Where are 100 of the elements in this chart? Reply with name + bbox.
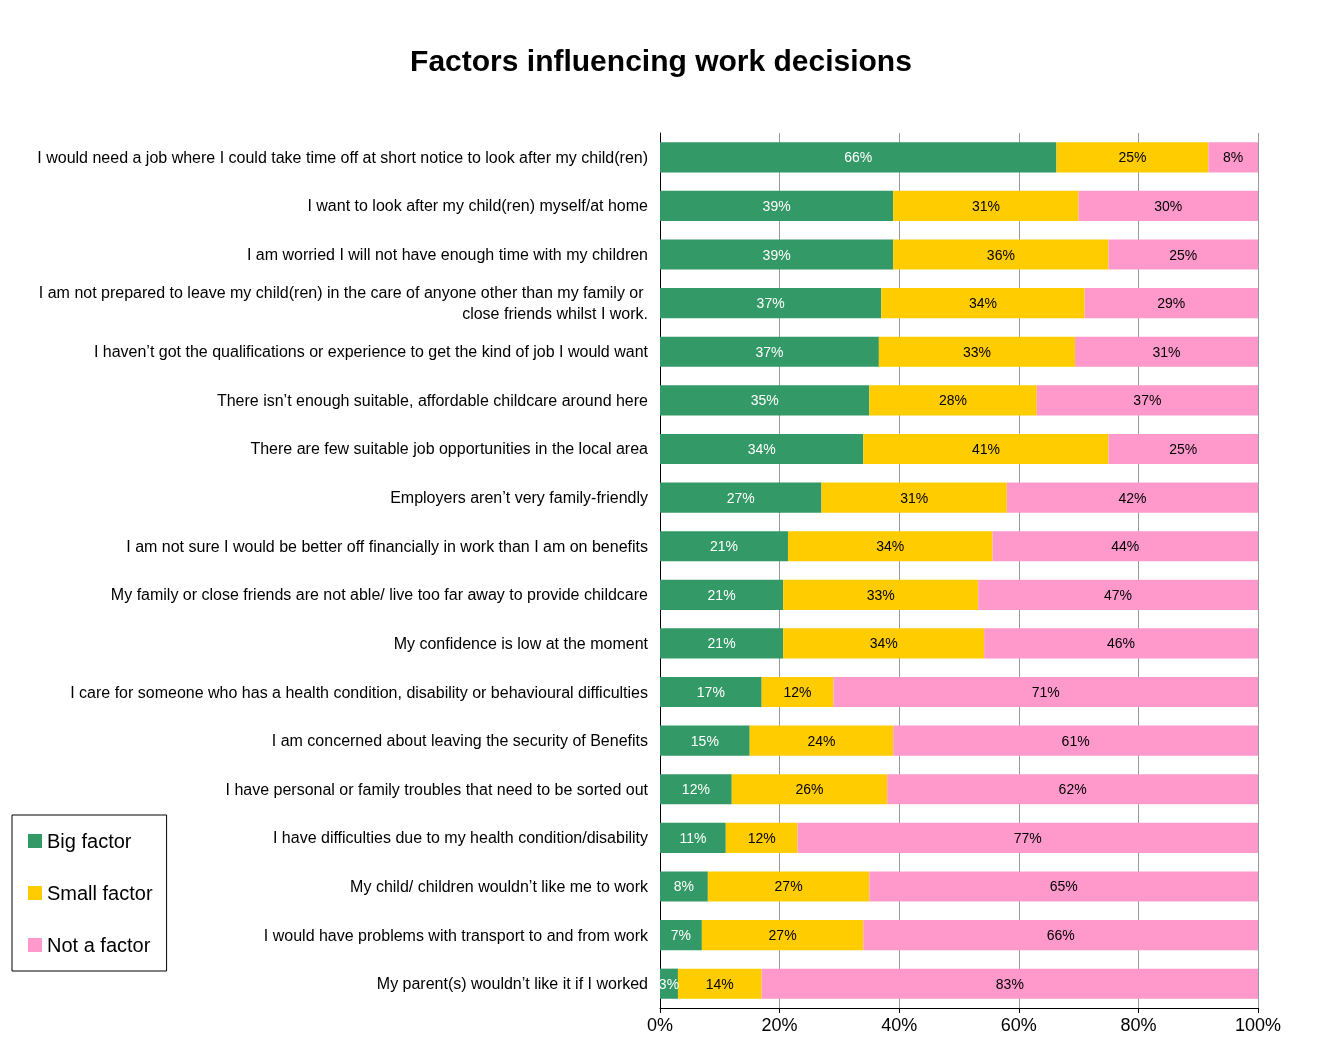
bar <box>749 725 894 756</box>
x-tick-label: 40% <box>881 1015 918 1035</box>
data-label: 15% <box>690 732 719 749</box>
bar <box>660 385 870 416</box>
bar <box>660 336 879 367</box>
data-label: 25% <box>1169 246 1198 263</box>
data-label: 12% <box>783 684 812 701</box>
bar <box>881 288 1085 319</box>
x-tick-label: 60% <box>1000 1015 1037 1035</box>
bar <box>660 676 762 708</box>
bar <box>821 482 1007 513</box>
data-label: 30% <box>1154 197 1183 214</box>
bar <box>660 239 894 270</box>
data-label: 27% <box>768 927 797 944</box>
bar <box>833 676 1258 708</box>
data-label: 65% <box>1049 878 1078 895</box>
bar <box>660 871 708 902</box>
bar <box>660 433 864 465</box>
data-label: 37% <box>756 295 785 312</box>
data-label: 34% <box>747 440 776 457</box>
bar <box>701 920 864 951</box>
y-tick-label: I am not sure I would be better off financially in work than I am on benefits <box>126 537 648 555</box>
data-label: 37% <box>1133 392 1162 409</box>
bar <box>863 920 1258 951</box>
bar <box>893 725 1258 756</box>
data-label: 17% <box>696 684 725 701</box>
data-label: 31% <box>1152 343 1181 360</box>
bar <box>863 433 1109 465</box>
bar <box>725 822 798 853</box>
data-label: 34% <box>876 538 905 555</box>
data-label: 26% <box>795 781 824 798</box>
bar <box>761 968 1258 999</box>
data-label: 8% <box>1223 149 1244 166</box>
data-label: 35% <box>750 392 779 409</box>
x-tick-label: 100% <box>1234 1015 1282 1035</box>
data-label: 21% <box>707 635 736 652</box>
data-label: 29% <box>1157 295 1186 312</box>
data-label: 61% <box>1061 732 1090 749</box>
bar <box>660 920 702 951</box>
bar <box>677 968 762 999</box>
chart-title: Factors influencing work decisions <box>410 43 912 77</box>
bar <box>1208 142 1258 173</box>
data-label: 83% <box>995 975 1024 992</box>
data-label: 34% <box>869 635 898 652</box>
bar <box>660 531 788 562</box>
bar <box>1075 336 1258 367</box>
bar <box>878 336 1076 367</box>
data-label: 36% <box>986 246 1015 263</box>
data-label: 33% <box>866 586 895 603</box>
data-label: 25% <box>1169 440 1198 457</box>
y-tick-label: I care for someone who has a health condition, disability or behavioural difficulties <box>70 683 648 701</box>
data-label: 44% <box>1111 538 1140 555</box>
y-tick-label: I want to look after my child(ren) myself/at home <box>307 197 649 215</box>
bar <box>660 482 822 513</box>
legend-label: Not a factor <box>47 934 151 956</box>
bar <box>984 628 1258 659</box>
data-label: 77% <box>1013 829 1042 846</box>
data-label: 41% <box>971 440 1000 457</box>
data-label: 34% <box>968 295 997 312</box>
y-tick-label: My child/ children wouldn’t like me to work <box>350 877 649 895</box>
data-label: 71% <box>1031 684 1060 701</box>
data-label: 21% <box>707 586 736 603</box>
data-label: 25% <box>1118 149 1147 166</box>
bar <box>660 774 732 805</box>
bar <box>761 676 834 708</box>
data-label: 62% <box>1058 781 1087 798</box>
x-tick-label: 20% <box>761 1015 798 1035</box>
data-label: 47% <box>1104 586 1133 603</box>
bar <box>869 385 1037 416</box>
y-tick-label: I have difficulties due to my health condition/disability <box>272 829 648 847</box>
y-tick-label: My confidence is low at the moment <box>393 634 649 652</box>
data-label: 31% <box>900 489 929 506</box>
data-label: 27% <box>726 489 755 506</box>
data-label: 7% <box>670 927 692 944</box>
bar <box>1084 288 1258 319</box>
data-label: 21% <box>709 538 738 555</box>
y-tick-label: I would have problems with transport to and from work <box>263 926 649 944</box>
bar <box>783 579 979 610</box>
bar <box>1006 482 1258 513</box>
bar <box>1108 239 1258 270</box>
data-label: 39% <box>762 197 791 214</box>
data-label: 12% <box>747 829 776 846</box>
x-tick-label: 80% <box>1120 1015 1157 1035</box>
data-label: 28% <box>939 392 968 409</box>
data-label: 31% <box>971 197 1000 214</box>
bar <box>660 725 750 756</box>
bar <box>893 190 1079 221</box>
y-tick-label: There are few suitable job opportunities in the local area <box>250 440 649 458</box>
legend-label: Big factor <box>47 830 132 852</box>
data-label: 66% <box>844 149 873 166</box>
bar <box>887 774 1258 805</box>
y-tick-label: My family or close friends are not able/ live too far away to provide childcare <box>110 586 649 604</box>
data-label: 42% <box>1118 489 1147 506</box>
bar <box>660 579 784 610</box>
bar <box>797 822 1258 853</box>
bar <box>660 288 882 319</box>
bar <box>660 190 894 221</box>
bar <box>783 628 985 659</box>
y-tick-label: I have personal or family troubles that need to be sorted out <box>225 780 649 798</box>
y-tick-label: I haven’t got the qualifications or experience to get the kind of job I would want <box>93 343 649 361</box>
